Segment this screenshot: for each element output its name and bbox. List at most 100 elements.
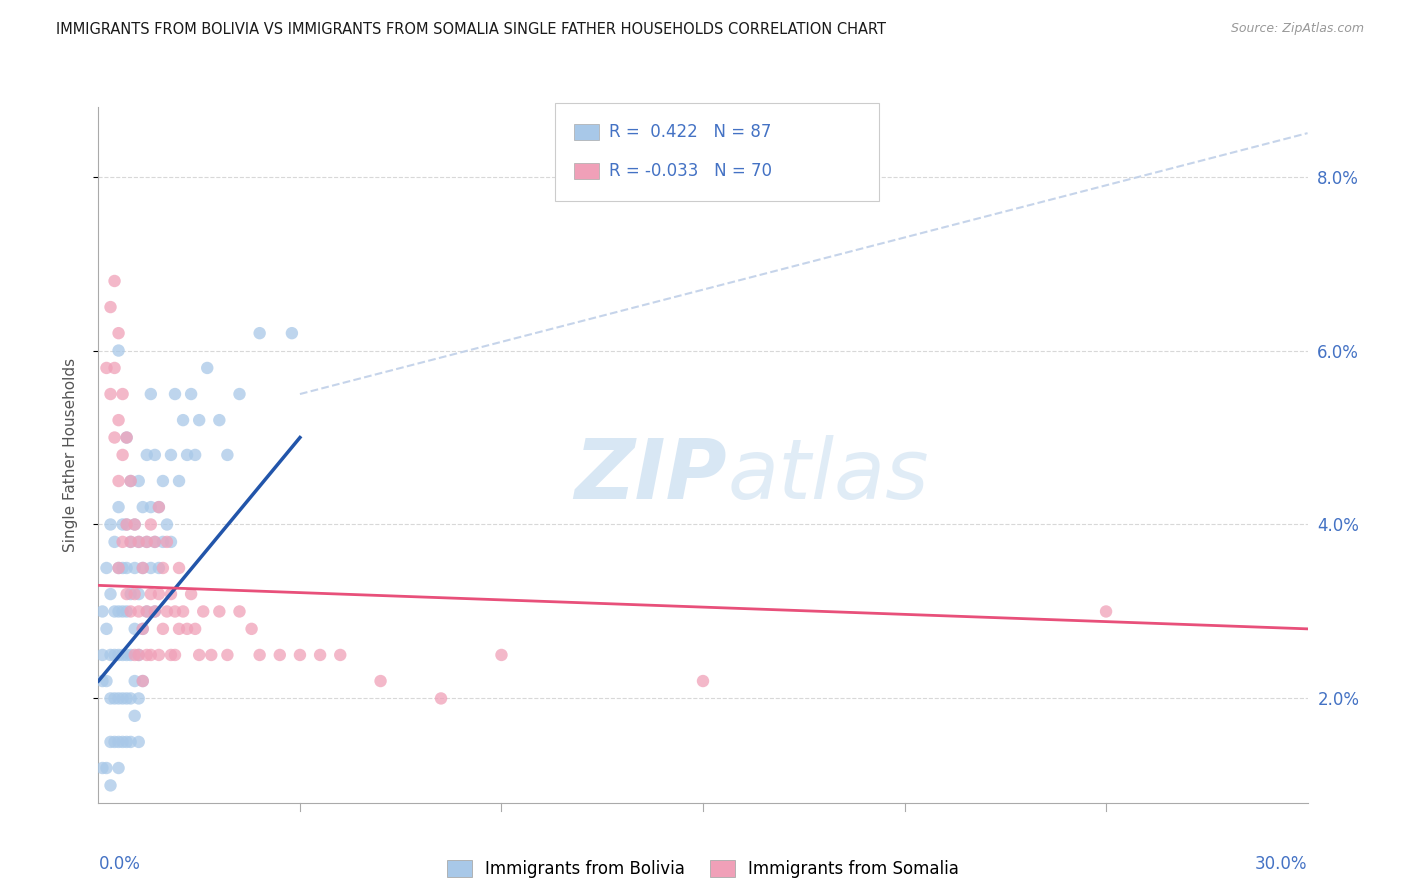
Point [120, 534, 142, 549]
Point [107, 500, 129, 514]
Point [139, 517, 162, 532]
Point [176, 448, 198, 462]
Point [148, 648, 170, 662]
Point [107, 735, 129, 749]
Point [107, 413, 129, 427]
Point [163, 387, 186, 401]
Point [160, 648, 183, 662]
Point [135, 605, 157, 619]
Point [132, 674, 155, 689]
Point [152, 474, 174, 488]
Point [132, 561, 155, 575]
Point [100, 691, 122, 706]
Point [329, 648, 352, 662]
Point [96, 561, 118, 575]
Point [176, 622, 198, 636]
Point [111, 517, 134, 532]
Point [135, 448, 157, 462]
Point [156, 517, 179, 532]
Point [115, 517, 138, 532]
Text: 30.0%: 30.0% [1256, 855, 1308, 873]
Point [91, 605, 114, 619]
Point [91, 648, 114, 662]
Point [152, 622, 174, 636]
Point [100, 648, 122, 662]
Point [309, 648, 332, 662]
Point [115, 561, 138, 575]
Point [135, 534, 157, 549]
Point [160, 534, 183, 549]
Point [96, 360, 118, 375]
Point [103, 691, 125, 706]
Point [103, 274, 125, 288]
Point [103, 735, 125, 749]
Text: R =  0.422   N = 87: R = 0.422 N = 87 [609, 123, 770, 141]
Point [135, 605, 157, 619]
Text: ZIP: ZIP [575, 435, 727, 516]
Point [139, 587, 162, 601]
Point [115, 587, 138, 601]
Point [249, 648, 271, 662]
Point [103, 430, 125, 444]
Point [135, 648, 157, 662]
Point [139, 500, 162, 514]
Point [107, 605, 129, 619]
Point [128, 587, 150, 601]
Point [100, 517, 122, 532]
Y-axis label: Single Father Households: Single Father Households [63, 358, 77, 552]
Point [128, 605, 150, 619]
Point [115, 430, 138, 444]
Point [132, 561, 155, 575]
Point [100, 387, 122, 401]
Text: R = -0.033   N = 70: R = -0.033 N = 70 [609, 162, 772, 180]
Point [180, 387, 202, 401]
Point [107, 326, 129, 340]
Point [180, 587, 202, 601]
Point [124, 674, 146, 689]
Point [128, 648, 150, 662]
Point [124, 622, 146, 636]
Point [143, 534, 166, 549]
Point [135, 534, 157, 549]
Point [115, 517, 138, 532]
Point [132, 622, 155, 636]
Text: IMMIGRANTS FROM BOLIVIA VS IMMIGRANTS FROM SOMALIA SINGLE FATHER HOUSEHOLDS CORR: IMMIGRANTS FROM BOLIVIA VS IMMIGRANTS FR… [56, 22, 886, 37]
Point [120, 691, 142, 706]
Point [208, 413, 231, 427]
Point [491, 648, 513, 662]
Point [143, 534, 166, 549]
Point [103, 360, 125, 375]
Point [107, 343, 129, 358]
Point [195, 360, 218, 375]
Point [217, 648, 239, 662]
Point [128, 735, 150, 749]
Point [148, 561, 170, 575]
Point [160, 448, 183, 462]
Point [288, 648, 311, 662]
Text: atlas: atlas [727, 435, 929, 516]
Point [163, 648, 186, 662]
Point [156, 534, 179, 549]
Point [228, 605, 250, 619]
Point [156, 605, 179, 619]
Point [188, 648, 211, 662]
Point [167, 561, 190, 575]
Point [152, 561, 174, 575]
Point [107, 561, 129, 575]
Point [139, 387, 162, 401]
Point [115, 735, 138, 749]
Point [184, 448, 207, 462]
Point [124, 587, 146, 601]
Point [240, 622, 263, 636]
Point [193, 605, 215, 619]
Point [111, 691, 134, 706]
Point [100, 300, 122, 314]
Point [103, 534, 125, 549]
Point [128, 534, 150, 549]
Point [120, 474, 142, 488]
Point [200, 648, 222, 662]
Point [120, 534, 142, 549]
Point [139, 561, 162, 575]
Point [132, 622, 155, 636]
Text: Source: ZipAtlas.com: Source: ZipAtlas.com [1230, 22, 1364, 36]
